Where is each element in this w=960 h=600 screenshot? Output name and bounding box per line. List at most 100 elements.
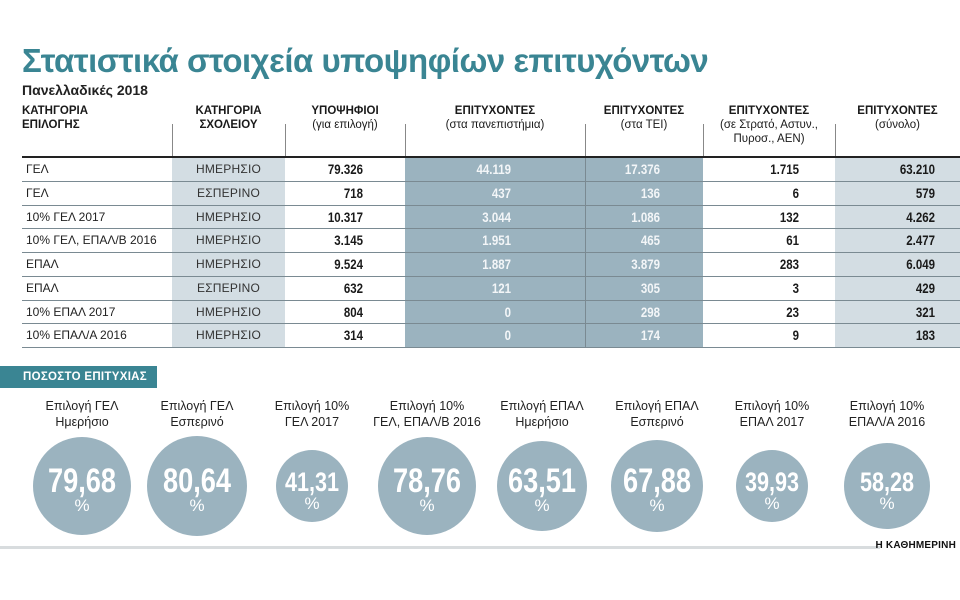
cell-tei: 3.879 [631,256,660,272]
table-row: 10% ΕΠΑΛ 2017 ΗΜΕΡΗΣΙΟ 804 0 298 23 321 [22,301,960,325]
cell-school: ΗΜΕΡΗΣΙΟ [195,233,262,248]
table-row: ΕΠΑΛ ΕΣΠΕΡΙΝΟ 632 121 305 3 429 [22,277,960,301]
table-row: 10% ΓΕΛ, ΕΠΑΛ/Β 2016 ΗΜΕΡΗΣΙΟ 3.145 1.951 46… [22,229,960,253]
success-rate-bubble: 79,68% [33,437,131,535]
cell-universities: 3.044 [482,208,511,225]
bubble-value: 79,68 [47,461,117,500]
cell-category: ΓΕΛ [26,185,49,200]
success-rate-bubble: 67,88% [611,440,703,532]
header-universities: ΕΠΙΤΥΧΟΝΤΕΣ (στα πανεπιστήμια) [445,105,545,131]
cell-candidates: 314 [343,327,363,344]
cell-candidates: 79.326 [327,161,363,177]
cell-military: 23 [786,303,799,320]
cell-tei: 465 [640,232,660,249]
bubble-caption: Επιλογή ΕΠΑΛ Εσπερινό [615,399,699,429]
cell-military: 132 [779,208,799,225]
cell-candidates: 804 [343,303,363,320]
percent-sign: % [649,496,665,516]
bubble-value: 78,76 [392,461,462,500]
bubble-item: Επιλογή 10% ΓΕΛ 2017 [252,398,372,434]
cell-total: 183 [915,327,935,344]
table-row: ΓΕΛ ΕΣΠΕΡΙΝΟ 718 437 136 6 579 [22,182,960,206]
cell-tei: 1.086 [631,208,660,225]
cell-military: 1.715 [770,161,799,177]
table-row: 10% ΕΠΑΛ/Α 2016 ΗΜΕΡΗΣΙΟ 314 0 174 9 183 [22,324,960,348]
bubble-item: Επιλογή 10% ΕΠΑΛ 2017 [712,398,832,434]
table-row: 10% ΓΕΛ 2017 ΗΜΕΡΗΣΙΟ 10.317 3.044 1.086 132 4… [22,206,960,230]
percent-sign: % [764,494,780,514]
cell-school: ΕΣΠΕΡΙΝΟ [196,185,261,200]
cell-school: ΗΜΕΡΗΣΙΟ [195,162,262,176]
cell-candidates: 632 [343,279,363,296]
cell-category: ΕΠΑΛ [26,280,59,295]
header-candidates: ΥΠΟΨΗΦΙΟΙ (για επιλογή) [311,105,379,131]
percent-sign: % [74,496,90,516]
page-title: Στατιστικά στοιχεία υποψηφίων επιτυχόντω… [22,42,709,79]
bubble-caption: Επιλογή ΕΠΑΛ Ημερήσιο [500,399,584,429]
bubble-caption: Επιλογή 10% ΕΠΑΛ/Α 2016 [848,399,926,429]
success-rate-bubble: 58,28% [844,443,930,529]
bubble-caption: Επιλογή 10% ΕΠΑΛ 2017 [734,399,810,429]
percent-sign: % [419,496,435,516]
bubble-item: Επιλογή ΓΕΛ Εσπερινό [137,398,257,434]
cell-universities: 0 [504,303,511,320]
footer-divider [0,546,880,549]
school-column-bg [172,158,285,348]
bubble-item: Επιλογή ΓΕΛ Ημερήσιο [22,398,142,434]
bubble-item: Επιλογή ΕΠΑΛ Εσπερινό [597,398,717,434]
cell-total: 579 [915,184,935,201]
cell-total: 63.210 [899,161,935,177]
cell-total: 6.049 [906,256,935,272]
bubble-caption: Επιλογή ΓΕΛ Εσπερινό [160,399,234,429]
bubble-value: 67,88 [622,461,692,500]
cell-tei: 17.376 [624,161,660,177]
cell-military: 61 [786,232,799,249]
percent-sign: % [304,494,320,514]
cell-candidates: 10.317 [327,208,363,225]
cell-universities: 437 [491,184,511,201]
cell-universities: 0 [504,327,511,344]
cell-military: 283 [779,256,799,272]
cell-school: ΗΜΕΡΗΣΙΟ [195,328,262,343]
success-rate-bubble: 78,76% [378,437,476,535]
success-rate-bubble: 41,31% [276,450,348,522]
cell-school: ΕΣΠΕΡΙΝΟ [196,280,261,295]
cell-tei: 174 [640,327,660,344]
bubble-caption: Επιλογή ΓΕΛ Ημερήσιο [45,399,119,429]
cell-category: ΓΕΛ [26,162,49,176]
cell-candidates: 3.145 [334,232,363,249]
cell-military: 6 [792,184,799,201]
success-rate-bubble: 80,64% [147,436,247,536]
bubble-value: 41,31 [284,466,340,497]
header-school: ΚΑΤΗΓΟΡΙΑ ΣΧΟΛΕΙΟΥ [195,105,262,131]
cell-school: ΗΜΕΡΗΣΙΟ [195,209,262,224]
cell-total: 429 [915,279,935,296]
cell-category: 10% ΕΠΑΛ/Α 2016 [26,328,127,343]
cell-military: 3 [792,279,799,296]
bubble-caption: Επιλογή 10% ΓΕΛ, ΕΠΑΛ/Β 2016 [373,399,481,429]
percent-sign: % [189,496,205,516]
bubble-value: 39,93 [744,466,800,497]
cell-military: 9 [792,327,799,344]
cell-category: ΕΠΑΛ [26,257,59,271]
table-row: ΓΕΛ ΗΜΕΡΗΣΙΟ 79.326 44.119 17.376 1.715 63.210 [22,158,960,182]
page-subtitle: Πανελλαδικές 2018 [22,82,148,98]
bubble-value: 58,28 [859,466,915,497]
cell-total: 321 [915,303,935,320]
bubble-item: Επιλογή 10% ΓΕΛ, ΕΠΑΛ/Β 2016 [367,398,487,434]
publisher-logo: Η ΚΑΘΗΜΕΡΙΝΗ [875,540,956,551]
cell-total: 4.262 [906,208,935,225]
cell-tei: 136 [640,184,660,201]
cell-category: 10% ΓΕΛ 2017 [26,209,106,224]
total-column-bg [835,158,960,348]
header-category: ΚΑΤΗΓΟΡΙΑ ΕΠΙΛΟΓΗΣ [22,105,89,131]
success-rate-bubble: 63,51% [497,441,587,531]
percent-sign: % [879,494,895,514]
cell-category: 10% ΕΠΑΛ 2017 [26,304,116,319]
cell-category: 10% ΓΕΛ, ΕΠΑΛ/Β 2016 [26,233,157,248]
bubble-caption: Επιλογή 10% ΓΕΛ 2017 [274,399,350,429]
cell-universities: 1.951 [482,232,511,249]
bubble-value: 63,51 [507,461,577,500]
cell-candidates: 9.524 [334,256,363,272]
cell-universities: 1.887 [482,256,511,272]
